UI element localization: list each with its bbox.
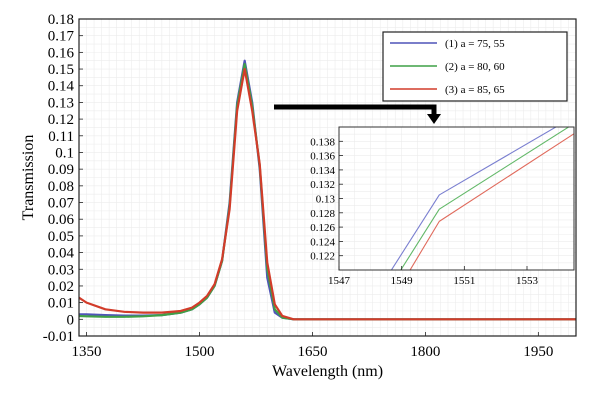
y-tick-label: 0.124: [310, 236, 335, 248]
y-tick-label: 0.04: [48, 246, 75, 262]
inset-series-lines: [390, 127, 574, 270]
y-tick-label: 0.126: [310, 222, 335, 234]
y-tick-label: 0.136: [310, 151, 335, 163]
y-tick-label: 0.1: [55, 145, 74, 161]
series-line-2: [400, 127, 570, 270]
y-tick-label: 0.13: [316, 194, 336, 206]
legend-label-series-1: (1) a = 75, 55: [445, 38, 505, 50]
inset-axis-ticks: 1547 1549 1551 1553 0.122 0.124 0.126 0.128 0.13…: [310, 136, 538, 287]
zoom-inset: 1547 1549 1551 1553 0.122 0.124 0.126 0.128 0.13…: [310, 126, 575, 287]
x-tick-label: 1547: [328, 275, 351, 287]
y-tick-label: 0.16: [48, 45, 75, 61]
legend-label-series-2: (2) a = 80, 60: [445, 61, 505, 73]
legend-label-series-3: (3) a = 85, 65: [445, 84, 505, 96]
main-axis-ticks: 1350 1500 1650 1800 1950-0.0100.010.020.030.…: [43, 12, 554, 360]
x-tick-label: 1350: [72, 344, 102, 360]
y-tick-label: 0.03: [48, 262, 74, 278]
y-tick-label: 0.01: [48, 296, 74, 312]
y-tick-label: 0.122: [310, 251, 335, 263]
y-tick-label: 0.05: [48, 229, 74, 245]
series-line-1: [390, 127, 557, 270]
x-tick-label: 1553: [516, 275, 539, 287]
series-line-3: [409, 133, 574, 270]
y-tick-label: 0.06: [48, 212, 75, 228]
y-tick-label: 0.14: [48, 79, 75, 95]
y-tick-label: 0.07: [48, 196, 75, 212]
y-tick-label: 0.09: [48, 162, 74, 178]
y-tick-label: 0.12: [48, 112, 74, 128]
y-tick-label: -0.01: [43, 329, 74, 345]
x-tick-label: 1650: [297, 344, 327, 360]
y-tick-label: 0.17: [48, 29, 75, 45]
series-line-3: [79, 67, 576, 321]
y-tick-label: 0.134: [310, 165, 335, 177]
zoom-arrow: [274, 104, 441, 124]
x-tick-label: 1800: [410, 344, 440, 360]
y-axis-label: Transmission: [20, 135, 37, 221]
x-tick-label: 1500: [184, 344, 214, 360]
legend: (1) a = 75, 55 (2) a = 80, 60 (3) a = 85…: [382, 31, 568, 102]
y-tick-label: 0.15: [48, 62, 74, 78]
x-tick-label: 1549: [391, 275, 414, 287]
y-tick-label: 0.02: [48, 279, 74, 295]
main-plot-frame: [78, 18, 577, 337]
y-tick-label: 0.18: [48, 12, 74, 28]
x-tick-label: 1950: [523, 344, 553, 360]
x-tick-label: 1551: [453, 275, 475, 287]
y-tick-label: 0: [67, 312, 75, 328]
x-axis-label: Wavelength (nm): [272, 363, 383, 380]
main-series-lines: [79, 59, 576, 321]
y-tick-label: 0.13: [48, 95, 74, 111]
y-tick-label: 0.08: [48, 179, 74, 195]
y-tick-label: 0.132: [310, 179, 335, 191]
y-tick-label: 0.11: [48, 129, 74, 145]
y-tick-label: 0.138: [310, 136, 335, 148]
y-tick-label: 0.128: [310, 208, 335, 220]
